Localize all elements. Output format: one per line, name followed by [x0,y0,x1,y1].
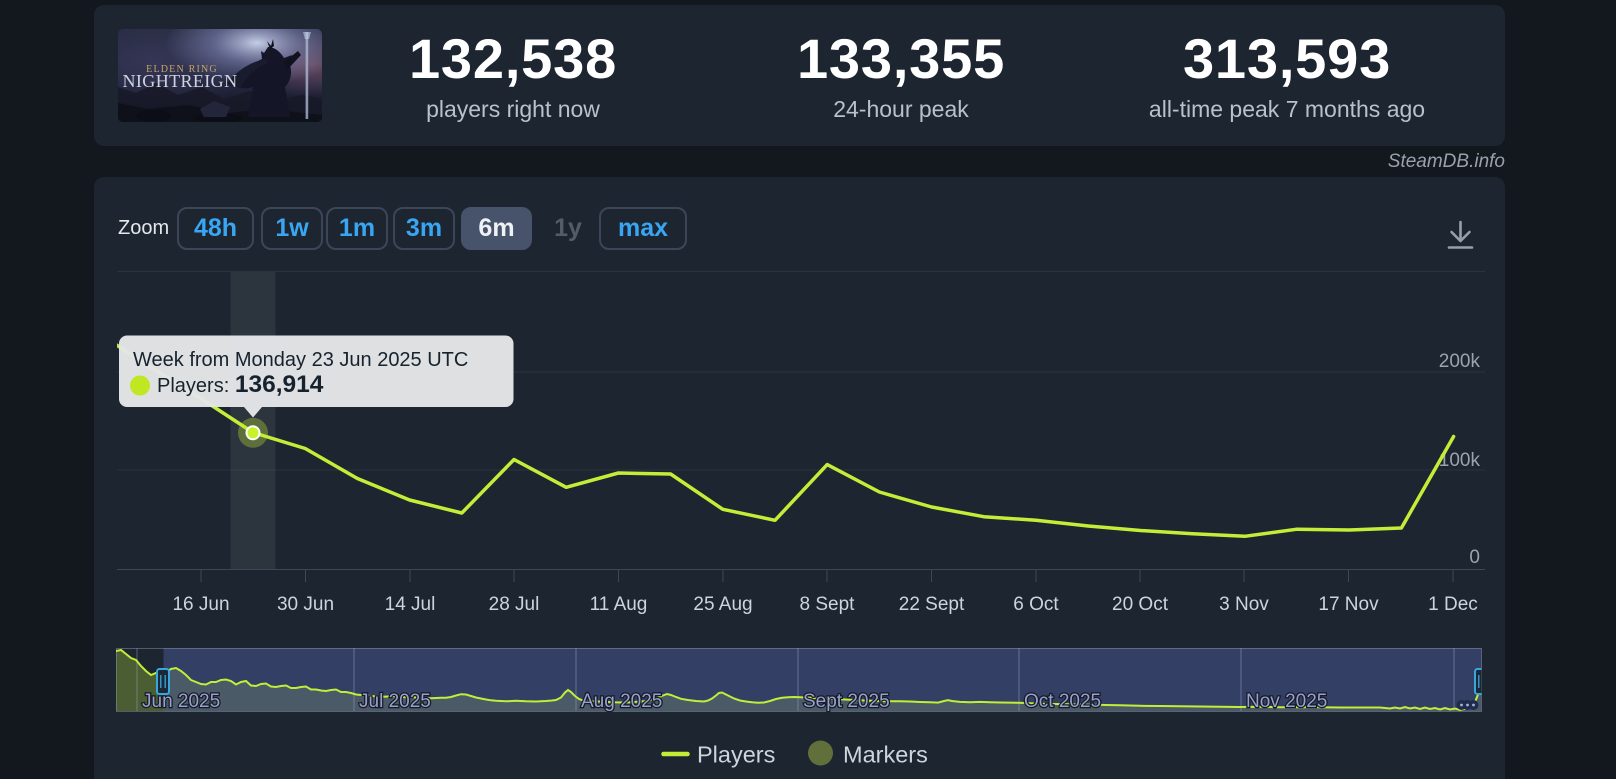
svg-text:Nov 2025: Nov 2025 [1246,691,1327,712]
svg-text:11 Aug: 11 Aug [590,594,648,615]
svg-text:Aug 2025: Aug 2025 [581,691,662,712]
svg-text:200k: 200k [1439,351,1481,372]
svg-text:22 Sept: 22 Sept [899,594,965,615]
svg-text:0: 0 [1469,547,1480,568]
svg-text:Sept 2025: Sept 2025 [803,691,890,712]
svg-text:1 Dec: 1 Dec [1428,594,1478,615]
svg-text:Week from Monday 23 Jun 2025 U: Week from Monday 23 Jun 2025 UTC [133,349,468,371]
svg-text:Players: 136,914: Players: 136,914 [157,371,324,398]
svg-text:25 Aug: 25 Aug [693,594,752,615]
svg-text:Jul 2025: Jul 2025 [359,691,431,712]
svg-text:30 Jun: 30 Jun [277,594,334,615]
svg-text:Oct 2025: Oct 2025 [1024,691,1101,712]
svg-text:14 Jul: 14 Jul [385,594,436,615]
svg-text:28 Jul: 28 Jul [489,594,540,615]
svg-text:ELDEN RING: ELDEN RING [146,64,218,75]
svg-text:Jun 2025: Jun 2025 [142,691,220,712]
svg-text:100k: 100k [1439,450,1481,471]
svg-text:6 Oct: 6 Oct [1013,594,1059,615]
svg-text:3 Nov: 3 Nov [1219,594,1269,615]
svg-text:Markers: Markers [843,742,928,768]
svg-text:17 Nov: 17 Nov [1318,594,1379,615]
svg-text:8 Sept: 8 Sept [800,594,856,615]
svg-text:20 Oct: 20 Oct [1112,594,1169,615]
svg-text:NIGHTREIGN: NIGHTREIGN [123,71,238,91]
svg-text:16 Jun: 16 Jun [172,594,229,615]
svg-text:Players: Players [697,742,775,768]
